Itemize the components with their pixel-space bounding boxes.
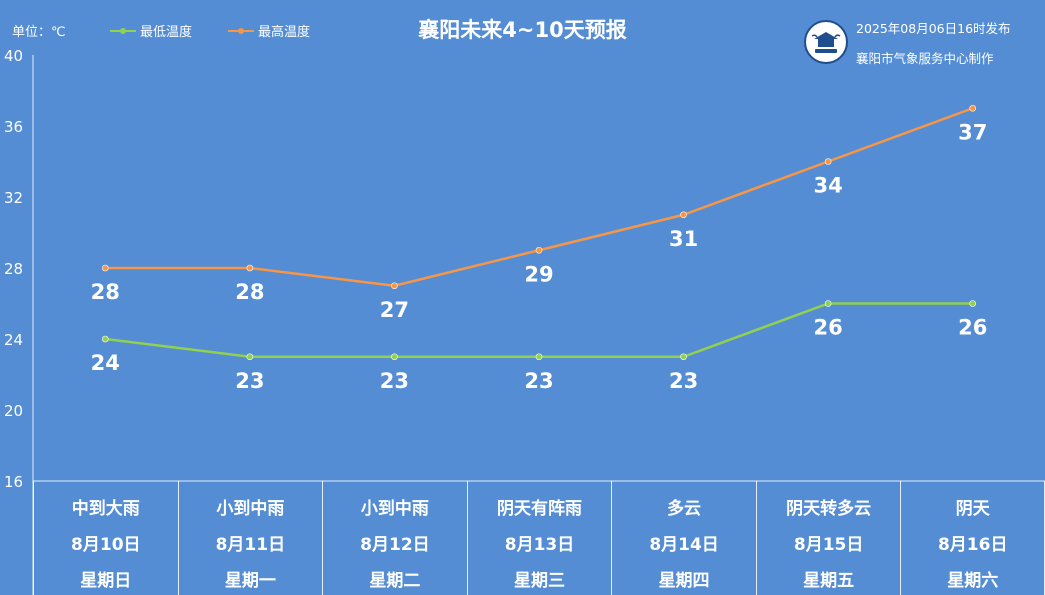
legend-low-swatch	[110, 25, 136, 37]
data-label: 34	[814, 174, 843, 198]
data-label: 29	[524, 262, 553, 286]
weekday-text: 星期日	[80, 571, 132, 591]
y-axis: 16 20 24 28 32 36 40	[4, 47, 1045, 595]
data-point	[101, 264, 109, 272]
data-point	[391, 282, 398, 290]
weather-text: 多云	[667, 499, 702, 519]
data-label: 28	[235, 280, 264, 304]
data-point	[535, 353, 543, 361]
data-point	[246, 264, 254, 272]
data-label: 27	[380, 298, 409, 322]
data-label: 26	[814, 316, 843, 340]
weather-text: 阴天有阵雨	[496, 499, 582, 519]
legend-high[interactable]: 最高温度	[228, 21, 310, 40]
date-text: 8月13日	[504, 535, 575, 555]
weather-text: 阴天转多云	[786, 499, 872, 519]
date-text: 8月14日	[649, 535, 719, 555]
data-point	[969, 300, 977, 307]
data-label: 23	[235, 369, 264, 393]
date-text: 8月11日	[215, 535, 286, 555]
legend-high-swatch	[228, 25, 254, 37]
weather-text: 阴天	[955, 499, 990, 519]
y-tick-label: 32	[4, 189, 23, 207]
chart-title: 襄阳未来4~10天预报	[418, 18, 627, 42]
forecast-day-cell: 多云 8月14日星期四	[611, 481, 756, 595]
data-label: 26	[958, 316, 987, 340]
weather-text: 小到中雨	[216, 499, 285, 519]
legend-low-label: 最低温度	[140, 25, 193, 40]
data-label: 23	[524, 369, 553, 393]
y-tick-label: 40	[4, 47, 23, 65]
data-point	[101, 335, 109, 343]
data-point	[824, 158, 832, 165]
xiangyang-meteorological-logo-icon	[804, 20, 848, 64]
date-text: 8月12日	[360, 535, 430, 555]
date-text: 8月10日	[71, 535, 141, 555]
date-text: 8月15日	[793, 535, 864, 555]
data-point	[535, 246, 543, 254]
data-point	[246, 353, 254, 361]
issue-time: 2025年08月06日16时发布	[856, 21, 1011, 36]
date-text: 8月16日	[937, 535, 1008, 555]
series-layer	[101, 104, 977, 361]
data-label: 28	[91, 280, 120, 304]
data-label: 23	[669, 369, 698, 393]
data-point	[391, 353, 398, 361]
data-label: 37	[958, 120, 987, 144]
weekday-text: 星期一	[224, 571, 276, 591]
unit-label: 单位：℃	[12, 25, 66, 40]
y-tick-label: 36	[4, 118, 23, 136]
weekday-text: 星期三	[513, 571, 565, 591]
forecast-day-cell: 阴天有阵雨 8月13日星期三	[466, 481, 612, 595]
legend-low[interactable]: 最低温度	[110, 21, 192, 40]
weekday-text: 星期五	[803, 571, 855, 591]
weather-text: 小到中雨	[360, 499, 429, 519]
y-tick-label: 24	[4, 331, 23, 349]
y-tick-label: 28	[4, 260, 23, 278]
data-point	[969, 104, 977, 112]
forecast-day-cell: 阴天转多云 8月15日星期五	[755, 481, 901, 595]
forecast-day-cell: 小到中雨 8月11日星期一	[177, 481, 323, 595]
data-point	[680, 353, 687, 361]
y-tick-label: 20	[4, 402, 23, 420]
data-labels: 24 23 23 23 23 26 26 28 28 27 29 31 34 37	[91, 120, 988, 393]
data-point	[680, 211, 687, 219]
weekday-text: 星期二	[369, 571, 421, 591]
weekday-text: 星期四	[658, 571, 710, 591]
forecast-day-cell: 中到大雨 8月10日星期日	[33, 481, 178, 595]
data-label: 23	[380, 369, 409, 393]
weather-text: 中到大雨	[71, 499, 140, 519]
forecast-day-cell: 小到中雨 8月12日星期二	[322, 481, 467, 595]
data-label: 31	[669, 227, 698, 251]
y-tick-label: 16	[4, 473, 23, 491]
data-point	[824, 300, 832, 307]
organization: 襄阳市气象服务中心制作	[856, 51, 994, 66]
forecast-day-cell: 阴天 8月16日星期六	[900, 481, 1045, 595]
legend-high-label: 最高温度	[258, 25, 311, 40]
weekday-text: 星期六	[947, 571, 999, 591]
data-label: 24	[91, 351, 120, 375]
